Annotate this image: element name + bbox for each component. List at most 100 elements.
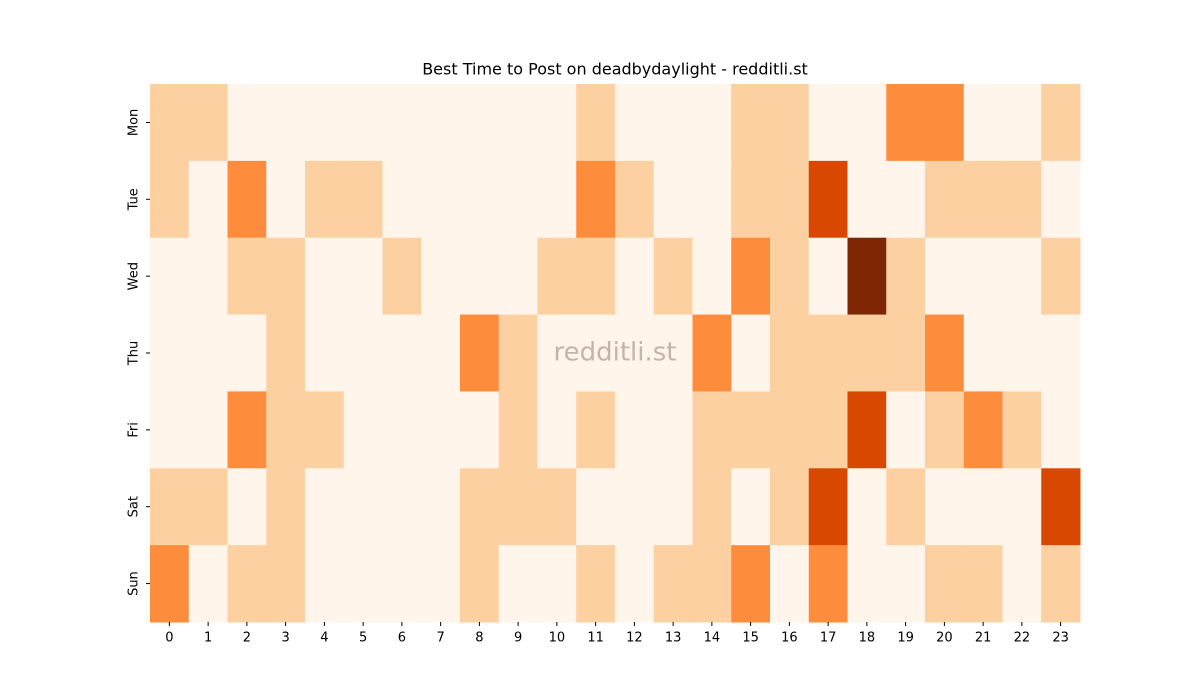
heat-cell: [1002, 391, 1042, 469]
heat-cell: [498, 545, 538, 623]
heat-cell: [731, 545, 771, 623]
heat-cell: [576, 545, 616, 623]
heat-cell: [382, 468, 422, 546]
heat-cell: [963, 160, 1003, 239]
heat-cell: [150, 314, 190, 392]
heat-cell: [421, 468, 461, 546]
heat-cell: [731, 391, 771, 469]
heat-cell: [421, 545, 461, 623]
heat-cell: [808, 84, 848, 162]
heat-cell: [615, 84, 655, 162]
heat-cell: [150, 545, 190, 623]
chart-title: Best Time to Post on deadbydaylight - re…: [422, 60, 808, 79]
heat-cell: [150, 468, 190, 546]
heat-cell: [421, 160, 461, 239]
x-tick-label: 19: [897, 631, 914, 646]
x-tick-label: 22: [1014, 631, 1031, 646]
heat-cell: [653, 545, 693, 623]
heat-cell: [188, 468, 228, 546]
heat-cell: [343, 545, 383, 623]
heat-cell: [1041, 314, 1081, 392]
heat-cell: [770, 237, 810, 316]
heat-cell: [421, 391, 461, 469]
heat-cell: [847, 545, 887, 623]
heat-cell: [847, 237, 887, 316]
x-tick-label: 7: [436, 631, 444, 646]
heat-cell: [305, 160, 345, 239]
heat-cell: [886, 84, 926, 162]
heat-cell: [653, 84, 693, 162]
heat-cell: [653, 237, 693, 316]
heat-cell: [886, 545, 926, 623]
heat-cell: [266, 237, 306, 316]
y-tick-label: Thu: [127, 341, 142, 366]
heat-cell: [1041, 545, 1081, 623]
heat-cell: [227, 84, 267, 162]
heat-cell: [150, 237, 190, 316]
heat-cell: [498, 468, 538, 546]
heat-cell: [460, 160, 500, 239]
x-tick-label: 14: [704, 631, 721, 646]
heat-cell: [770, 84, 810, 162]
heat-cell: [188, 545, 228, 623]
x-tick-label: 13: [665, 631, 682, 646]
heat-cell: [615, 468, 655, 546]
heat-cell: [537, 160, 577, 239]
heat-cell: [266, 391, 306, 469]
heat-cell: [382, 237, 422, 316]
heat-cell: [1002, 545, 1042, 623]
y-tick-label: Tue: [127, 188, 142, 211]
heat-cell: [498, 160, 538, 239]
heat-cell: [150, 84, 190, 162]
heat-cell: [421, 314, 461, 392]
heat-cell: [460, 84, 500, 162]
x-tick-label: 12: [626, 631, 643, 646]
heat-cell: [653, 468, 693, 546]
heat-cell: [498, 391, 538, 469]
x-tick-label: 21: [975, 631, 992, 646]
y-tick-label: Mon: [127, 109, 142, 136]
x-tick-label: 23: [1052, 631, 1069, 646]
x-tick-label: 9: [514, 631, 522, 646]
x-tick-label: 5: [359, 631, 367, 646]
x-tick-label: 15: [742, 631, 759, 646]
heat-cell: [692, 545, 732, 623]
heat-cell: [227, 237, 267, 316]
heat-cell: [266, 84, 306, 162]
heat-cell: [925, 160, 965, 239]
heat-cell: [963, 391, 1003, 469]
heat-cell: [266, 545, 306, 623]
heat-cell: [731, 160, 771, 239]
heat-cell: [150, 160, 190, 239]
heat-cell: [847, 160, 887, 239]
heat-cell: [653, 160, 693, 239]
heat-cell: [1041, 84, 1081, 162]
heat-cell: [886, 160, 926, 239]
heat-cell: [305, 545, 345, 623]
x-tick-label: 20: [936, 631, 953, 646]
heat-cell: [847, 314, 887, 392]
heat-cell: [460, 237, 500, 316]
heat-cell: [925, 468, 965, 546]
heat-cell: [421, 237, 461, 316]
heat-cell: [576, 314, 616, 392]
y-tick-label: Wed: [127, 262, 142, 290]
heat-cell: [305, 314, 345, 392]
heat-cell: [227, 160, 267, 239]
heat-cell: [266, 160, 306, 239]
heat-cell: [227, 468, 267, 546]
heat-cell: [188, 237, 228, 316]
heat-cell: [692, 84, 732, 162]
heat-cell: [305, 468, 345, 546]
heat-cell: [963, 545, 1003, 623]
heat-cell: [188, 391, 228, 469]
heat-cell: [808, 237, 848, 316]
heat-cell: [343, 314, 383, 392]
x-tick-label: 4: [320, 631, 328, 646]
heat-cell: [886, 468, 926, 546]
heat-cell: [576, 160, 616, 239]
heat-cell: [227, 545, 267, 623]
heat-cell: [1041, 468, 1081, 546]
heat-cell: [343, 84, 383, 162]
